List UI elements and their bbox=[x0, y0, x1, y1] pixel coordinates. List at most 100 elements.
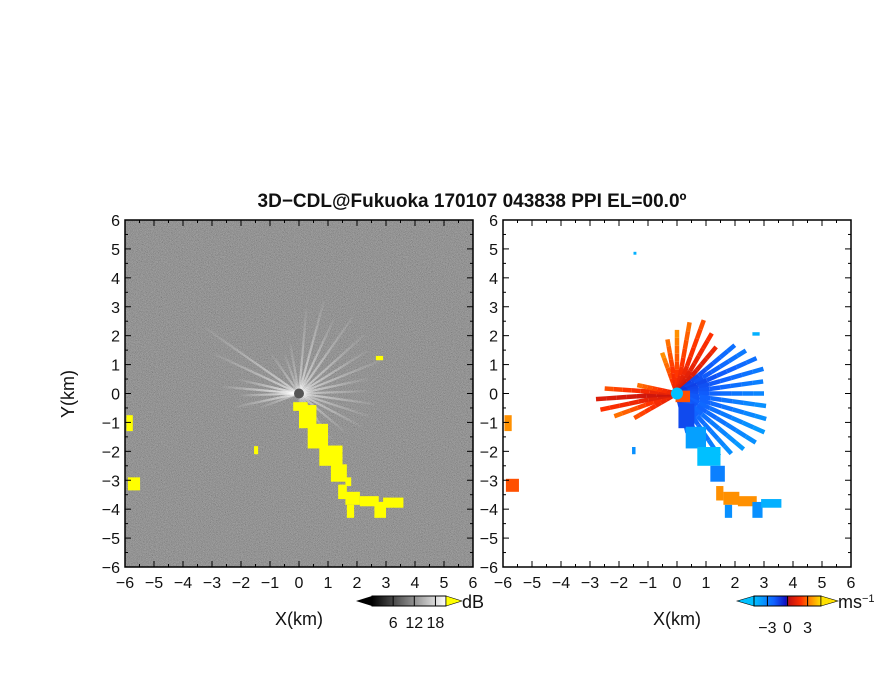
velocity-ray-segment bbox=[685, 321, 692, 332]
velocity-ray-segment bbox=[628, 399, 640, 406]
velocity-ray-segment bbox=[684, 356, 693, 367]
velocity-ray-segment bbox=[649, 403, 657, 411]
velocity-ray-segment bbox=[670, 366, 676, 374]
velocity-ray-segment bbox=[709, 429, 720, 441]
velocity-ray-segment bbox=[718, 359, 730, 369]
velocity-ray-segment bbox=[718, 349, 729, 359]
velocity-ray-segment bbox=[651, 386, 658, 392]
colorbar-gradient bbox=[371, 595, 447, 607]
yellow-flag-region bbox=[374, 501, 386, 518]
velocity-ray-segment bbox=[705, 409, 718, 420]
velocity-ray-segment bbox=[688, 346, 696, 358]
velocity-edge-patches bbox=[504, 251, 782, 518]
colorbar-min-arrow bbox=[356, 596, 372, 606]
x-tick-label: −3 bbox=[203, 575, 221, 592]
x-tick-label: −3 bbox=[581, 575, 599, 592]
velocity-ray-segment bbox=[717, 426, 729, 438]
intensity-ray bbox=[297, 319, 335, 395]
velocity-ray-segment bbox=[698, 319, 706, 331]
y-tick-label: −6 bbox=[102, 560, 120, 577]
velocity-ray-segment bbox=[698, 397, 712, 406]
colorbar-tick-label: 0 bbox=[783, 620, 792, 637]
intensity-ray bbox=[297, 392, 375, 406]
y-tick-label: 6 bbox=[489, 213, 498, 230]
x-tick-label: 1 bbox=[702, 575, 711, 592]
intensity-ray bbox=[213, 353, 301, 395]
x-tick-label: −4 bbox=[552, 575, 570, 592]
x-tick-label: 1 bbox=[324, 575, 333, 592]
velocity-ray-segment bbox=[735, 360, 748, 370]
chart-title: 3D−CDL@Fukuoka 170107 043838 PPI EL=00.0… bbox=[258, 191, 687, 212]
velocity-ray-segment bbox=[730, 382, 742, 389]
velocity-ray-segment bbox=[741, 380, 753, 387]
velocity-ray-segment bbox=[730, 372, 743, 381]
intensity-ray bbox=[259, 392, 301, 409]
velocity-ray-segment bbox=[646, 384, 653, 391]
x-tick-label: 3 bbox=[760, 575, 769, 592]
velocity-ray-segment bbox=[631, 388, 641, 394]
velocity-ray-segment bbox=[701, 339, 710, 350]
intensity-ray bbox=[297, 390, 367, 395]
intensity-rays bbox=[205, 300, 381, 440]
velocity-ray-segment bbox=[743, 400, 756, 407]
velocity-edge-patch bbox=[685, 426, 706, 449]
velocity-ray-segment bbox=[652, 397, 663, 405]
yellow-flag-region bbox=[338, 484, 347, 500]
velocity-ray-segment bbox=[724, 422, 738, 433]
intensity-ray bbox=[271, 354, 301, 395]
y-tick-label: 2 bbox=[489, 329, 498, 346]
yellow-flag-region bbox=[319, 445, 343, 466]
yellow-flag-region bbox=[345, 491, 360, 505]
yellow-flag-region bbox=[345, 477, 352, 487]
y-tick-label: 0 bbox=[489, 387, 498, 404]
velocity-ray-segment bbox=[719, 383, 732, 390]
velocity-ray-segment bbox=[647, 395, 659, 402]
velocity-ray-segment bbox=[704, 351, 713, 361]
radar-center-marker bbox=[294, 388, 304, 399]
y-tick-label: −1 bbox=[480, 415, 498, 432]
yellow-flag-region bbox=[359, 496, 379, 507]
x-tick-label: −5 bbox=[523, 575, 541, 592]
intensity-ray bbox=[289, 343, 301, 395]
velocity-ray-segment bbox=[595, 396, 607, 402]
velocity-ray-segment bbox=[743, 410, 756, 418]
velocity-ray-segment bbox=[752, 379, 764, 386]
velocity-ray-segment bbox=[720, 404, 734, 412]
intensity-ray bbox=[297, 359, 381, 395]
velocity-ray-segment bbox=[708, 419, 721, 431]
velocity-edge-patch bbox=[697, 446, 721, 466]
velocity-ray-segment bbox=[667, 372, 674, 379]
x-tick-label: 6 bbox=[847, 575, 856, 592]
velocity-ray-segment bbox=[661, 388, 668, 394]
velocity-ray-segment bbox=[754, 413, 767, 422]
velocity-ray-segment bbox=[736, 348, 748, 358]
velocity-ray-segment bbox=[701, 370, 713, 380]
intensity-ray bbox=[238, 378, 301, 395]
velocity-ray-segment bbox=[727, 354, 739, 364]
velocity-ray-segment bbox=[741, 369, 754, 378]
intensity-ray bbox=[235, 392, 301, 408]
velocity-ray-segment bbox=[704, 361, 715, 372]
velocity-ray-segment bbox=[734, 428, 748, 439]
velocity-ray-segment bbox=[697, 401, 711, 411]
colorbar-ticks: −3 0 3 bbox=[758, 596, 812, 637]
velocity-edge-patch bbox=[724, 504, 733, 518]
y-tick-label: 6 bbox=[111, 213, 120, 230]
intensity-ray bbox=[239, 392, 301, 397]
velocity-ray-segment bbox=[633, 413, 641, 421]
x-tick-label: 0 bbox=[295, 575, 304, 592]
velocity-ray-segment bbox=[752, 425, 766, 435]
velocity-ray-segment bbox=[689, 368, 699, 378]
x-tick-label: −5 bbox=[145, 575, 163, 592]
velocity-ray-segment bbox=[619, 401, 630, 408]
velocity-ray-segment bbox=[667, 352, 674, 361]
velocity-ray-segment bbox=[685, 374, 694, 384]
y-tick-label: −3 bbox=[102, 473, 120, 490]
velocity-ray-segment bbox=[695, 414, 706, 426]
velocity-ray-segment bbox=[691, 337, 700, 349]
y-tick-label: 3 bbox=[489, 300, 498, 317]
intensity-ray bbox=[297, 377, 369, 395]
velocity-edge-patch bbox=[633, 251, 637, 255]
y-tick-label: −3 bbox=[480, 473, 498, 490]
intensity-ray bbox=[205, 327, 301, 395]
